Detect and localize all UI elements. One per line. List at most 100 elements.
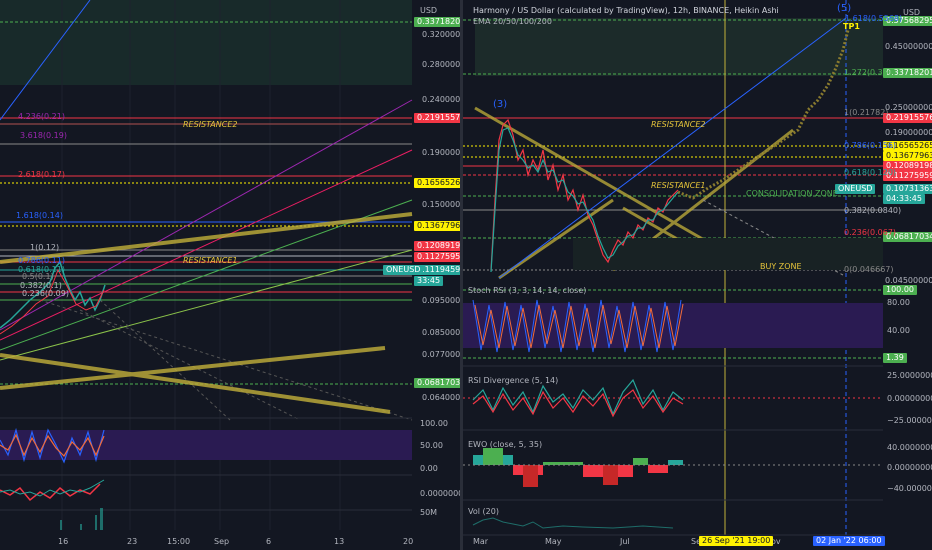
price-axis-label: 0.19000000 — [885, 128, 932, 137]
price-tag: 0.11275959 — [414, 252, 460, 262]
oscillator-axis-label: 50.00 — [420, 441, 443, 450]
oscillator-axis-label: 0.00 — [420, 464, 438, 473]
time-axis-label: Sep — [214, 537, 230, 546]
price-tag: 0.13677963 — [883, 151, 932, 161]
fib-label: 2.618(0.17) — [18, 170, 65, 179]
tp1-label: TP1 — [843, 22, 860, 31]
fib-label: 1(0.21782) — [844, 108, 889, 117]
left-chart-pane[interactable]: USD 0.32000000 0.28000000 0.24000000 0.1900… — [0, 0, 460, 550]
price-tag: 0.12089198 — [414, 241, 460, 251]
price-tag: 0.06817034 — [414, 378, 460, 388]
price-tag: 0.57568295 — [883, 16, 932, 26]
time-axis-label: 15:00 — [167, 537, 191, 546]
price-tag: 0.11194591 — [414, 265, 460, 275]
price-axis-label: 0.08500000 — [422, 328, 460, 337]
oscillator-axis-label: 0.00000000 — [887, 394, 932, 403]
oscillator-axis-label: 100.00 — [883, 285, 917, 295]
price-axis-label: 0.09500000 — [422, 296, 460, 305]
resistance2-label: RESISTANCE2 — [651, 120, 706, 129]
price-tag: 0.10731363 — [883, 184, 932, 194]
left-chart-canvas[interactable] — [0, 0, 460, 550]
oscillator-axis-label: 40.00 — [887, 326, 910, 335]
time-axis-label: Mar — [473, 537, 489, 546]
right-chart-pane[interactable]: USD Harmony / US Dollar (calculated by T… — [463, 0, 932, 550]
currency-label: USD — [420, 6, 438, 15]
oscillator-axis-label: 0.00000000 — [887, 463, 932, 472]
resistance2-label: RESISTANCE2 — [183, 120, 238, 129]
volume-legend[interactable]: Vol (20) — [468, 507, 499, 516]
rsi-divergence-legend[interactable]: RSI Divergence (5, 14) — [468, 376, 559, 385]
price-axis-label: 0.04500000 — [885, 276, 932, 285]
fib-label: 0.786(0.156) — [844, 141, 897, 150]
ema-legend[interactable]: EMA 20/50/100/200 — [473, 17, 552, 26]
price-axis-label: 0.25000000 — [885, 103, 932, 112]
price-tag: 0.06817034 — [883, 232, 932, 242]
price-axis-label: 0.45000000 — [885, 42, 932, 51]
time-axis-label: 13 — [334, 537, 345, 546]
fib-label: 0.382(0.0840) — [844, 206, 902, 215]
oscillator-axis-label: −40.00000000 — [887, 484, 932, 493]
fib-label: 3.618(0.19) — [20, 131, 67, 140]
fib-label: 0.5(0.1) — [22, 272, 54, 281]
buy-zone-label: BUY ZONE — [760, 262, 802, 271]
wave-5-label: (5) — [837, 3, 852, 14]
time-axis-label: Se — [691, 537, 701, 546]
price-axis-label: 0.28000000 — [422, 60, 460, 69]
price-tag: 0.21915576 — [414, 113, 460, 123]
oscillator-axis-label: 80.00 — [887, 298, 910, 307]
pane-divider[interactable] — [460, 0, 463, 550]
fib-label: 1.618(0.5568) — [845, 14, 903, 23]
fib-label: 0.382(0.1) — [20, 281, 62, 290]
oscillator-axis-label: 1.39 — [883, 353, 907, 363]
currency-label: USD — [903, 8, 921, 17]
price-tag: 33:45 — [414, 276, 444, 286]
time-axis-label: 20 — [403, 537, 414, 546]
consolidation-zone-label: CONSOLIDATION ZONE — [746, 189, 838, 198]
fib-label: 0.618(0.120) — [844, 168, 897, 177]
price-tag: 0.16565265 — [883, 141, 932, 151]
wave-3-label: (3) — [493, 99, 508, 110]
fib-label: 1.618(0.14) — [16, 211, 63, 220]
price-tag: 0.33718201 — [414, 17, 460, 27]
price-axis-label: 0.19000000 — [422, 148, 460, 157]
time-crosshair-tag: 26 Sep '21 19:00 — [699, 536, 774, 546]
price-tag: 0.11275959 — [883, 171, 932, 181]
ewo-legend[interactable]: EWO (close, 5, 35) — [468, 440, 543, 449]
fib-label: 0.236(0.09) — [22, 289, 69, 298]
price-tag: 04:33:45 — [883, 194, 925, 204]
price-tag: 0.12089198 — [883, 161, 932, 171]
price-tag: 0.21915576 — [883, 113, 932, 123]
price-axis-label: 0.06400000 — [422, 393, 460, 402]
right-chart-canvas[interactable] — [463, 0, 932, 550]
price-axis-label: 0.07700000 — [422, 350, 460, 359]
stoch-rsi-legend[interactable]: Stoch RSI (3, 3, 14, 14, close) — [468, 286, 587, 295]
resistance1-label: RESISTANCE1 — [183, 256, 238, 265]
fib-label: 4.236(0.21) — [18, 112, 65, 121]
oscillator-axis-label: 50M — [420, 508, 438, 517]
price-tag: 0.16565265 — [414, 178, 460, 188]
price-axis-label: 0.15000000 — [422, 200, 460, 209]
resistance1-label: RESISTANCE1 — [651, 181, 706, 190]
oscillator-axis-label: 25.00000000 — [887, 371, 932, 380]
fib-label: 0.618(0.11) — [18, 265, 65, 274]
price-tag: 0.13677963 — [414, 221, 460, 231]
fib-label: 0(0.046667) — [844, 265, 894, 274]
time-axis-label: Jul — [620, 537, 630, 546]
fib-label: 1(0.12) — [30, 243, 60, 252]
price-axis-label: 0.32000000 — [422, 30, 460, 39]
price-axis-label: 0.24000000 — [422, 95, 460, 104]
chart-title: Harmony / US Dollar (calculated by Tradi… — [473, 6, 779, 15]
fib-label: 1.272(0.331) — [844, 68, 897, 77]
time-crosshair-tag: 02 Jan '22 06:00 — [813, 536, 885, 546]
oscillator-axis-label: −25.00000000 — [887, 416, 932, 425]
time-axis-label: May — [545, 537, 562, 546]
oscillator-axis-label: 0.00000000 — [420, 489, 460, 498]
oscillator-axis-label: 100.00 — [420, 419, 448, 428]
oscillator-axis-label: 40.00000000 — [887, 443, 932, 452]
price-tag: 0.33718201 — [883, 68, 932, 78]
symbol-tag: ONEUSD — [383, 265, 424, 275]
time-axis-label: 23 — [127, 537, 138, 546]
time-axis-label: 16 — [58, 537, 69, 546]
symbol-tag: ONEUSD — [835, 184, 876, 194]
fib-label: 0.786(0.11) — [18, 256, 65, 265]
